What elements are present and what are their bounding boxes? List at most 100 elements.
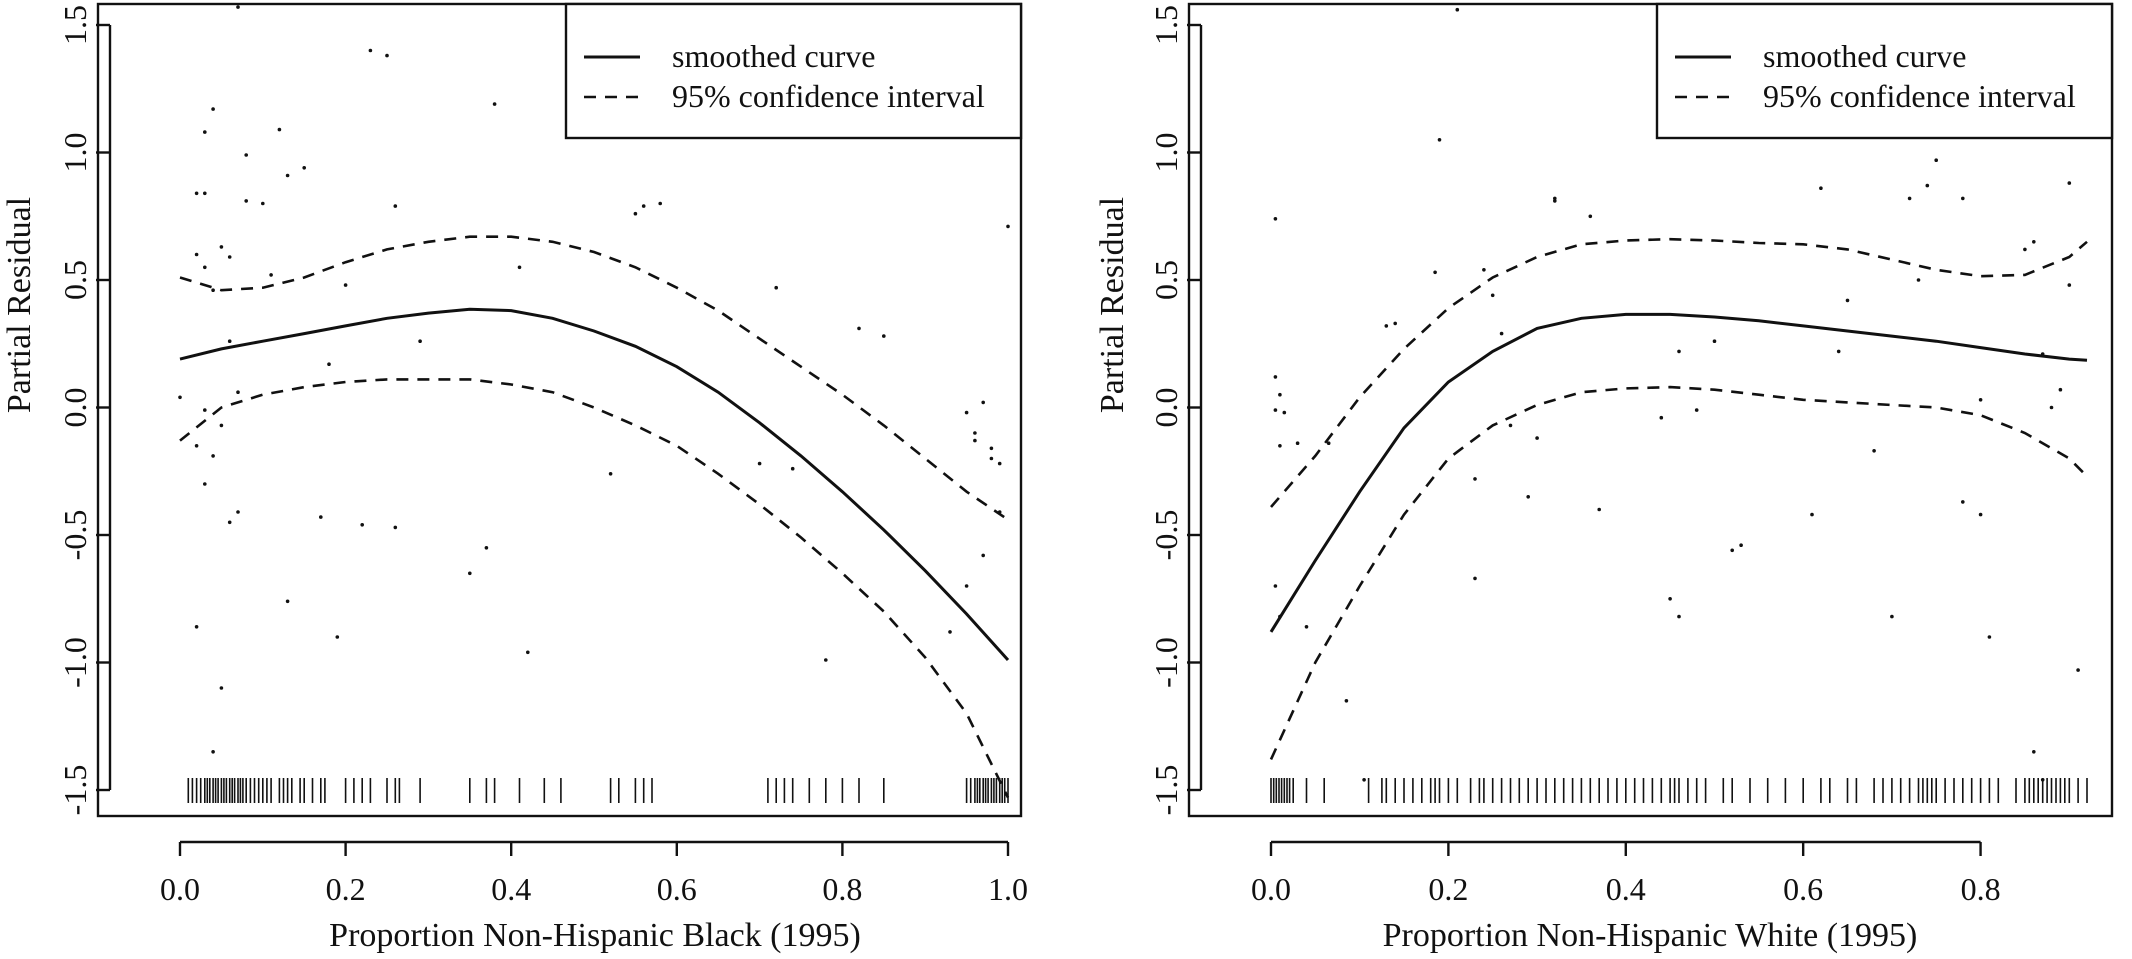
x-tick-label: 0.0 [160,871,200,907]
residual-point [285,173,290,178]
residual-point [1273,584,1278,588]
residual-point [1677,349,1681,354]
residual-point [343,283,348,287]
residual-point [219,686,224,690]
residual-point [1836,349,1841,354]
residual-point [1273,375,1278,379]
residual-point [2023,247,2027,252]
rug-layer [187,778,1009,803]
residual-point [1473,576,1477,581]
residual-point [964,410,969,415]
residual-point [227,520,232,525]
residual-point [1553,196,1557,201]
residual-point [2032,750,2036,754]
residual-point [368,48,373,53]
residual-point [973,438,977,443]
residual-point [1712,339,1717,344]
residual-point [385,53,389,58]
residual-point [178,395,182,400]
x-tick-label: 0.2 [326,871,366,907]
residual-point [1978,398,1983,402]
residual-point [824,658,828,662]
residual-point [1890,614,1894,619]
residual-point [1508,423,1513,428]
x-axis: 0.0 0.2 0.4 0.6 0.8 [1251,840,2001,907]
residual-point [1916,278,1921,282]
residual-point [1526,495,1530,499]
residual-point [1393,321,1397,326]
y-tick-label: -0.5 [1148,510,1184,561]
y-axis: -1.5 -1.0 -0.5 0.0 0.5 1.0 1.5 [57,5,112,815]
residual-point [327,362,331,367]
residual-point [194,252,199,257]
legend: smoothed curve 95% confidence interval [564,2,1023,140]
residual-point [219,423,224,428]
residual-point [1433,270,1437,275]
residual-point [857,326,861,331]
residual-point [194,191,199,196]
residual-point [1278,444,1282,448]
residual-point [227,255,232,259]
residual-point [203,265,207,270]
residual-point [227,339,232,344]
residual-point [285,599,290,604]
residual-point [641,204,646,208]
residual-point [1295,441,1300,446]
residual-point [393,204,398,208]
residual-point [2067,181,2072,185]
ci-lower-line [1269,385,2088,760]
y-tick-label: 0.0 [1148,388,1184,428]
legend-label-smoothed: smoothed curve [1763,38,1967,74]
y-tick-label: 0.5 [57,260,93,300]
points-layer [178,5,1010,754]
residual-point [1282,410,1287,415]
residual-point [269,273,273,277]
y-tick-label: -1.0 [1148,637,1184,688]
smoothed-curve-line [1269,312,2088,633]
residual-point [203,191,207,196]
x-tick-label: 0.0 [1251,871,1291,907]
residual-point [335,635,340,639]
residual-point [277,127,282,132]
residual-point [1987,635,1992,639]
residual-point [1597,507,1601,512]
y-axis-title: Partial Residual [1,197,38,413]
residual-point [194,625,199,629]
residual-point [1499,331,1504,336]
x-axis-title: Proportion Non-Hispanic White (1995) [1383,917,1918,954]
residual-point [989,446,994,451]
x-tick-label: 0.2 [1428,871,1468,907]
residual-point [2067,283,2072,287]
residual-point [608,472,613,476]
residual-point [468,571,472,576]
residual-point [790,466,795,471]
residual-point [211,750,215,754]
residual-point [1278,392,1282,397]
panel-white: -1.5 -1.0 -0.5 0.0 0.5 1.0 1.5 0.0 0.2 0.4 0.6 0.8… [1094,2,2114,954]
residual-point [1810,512,1814,517]
residual-point [2058,387,2063,392]
residual-point [1344,699,1349,703]
residual-point [244,199,248,203]
panel-black: -1.5 -1.0 -0.5 0.0 0.5 1.0 1.5 0.0 0.2 0.4 0.6 0.8… [1,2,1028,954]
residual-point [981,400,985,405]
residual-point [360,523,365,527]
residual-point [211,288,215,293]
x-axis: 0.0 0.2 0.4 0.6 0.8 1.0 [160,840,1028,907]
residual-point [1362,778,1366,782]
residual-point [203,482,207,486]
residual-point [1273,408,1278,412]
residual-point [517,265,522,270]
legend-box [1655,2,2114,140]
residual-point [1845,298,1850,303]
plot-frame [1187,2,2114,818]
x-axis-title: Proportion Non-Hispanic Black (1995) [329,917,861,954]
x-tick-label: 0.6 [1783,871,1823,907]
x-tick-label: 1.0 [988,871,1028,907]
y-tick-label: -0.5 [57,510,93,561]
plot-frame [96,2,1023,818]
residual-point [1490,293,1495,298]
residual-point [997,461,1002,466]
x-tick-label: 0.4 [1606,871,1646,907]
